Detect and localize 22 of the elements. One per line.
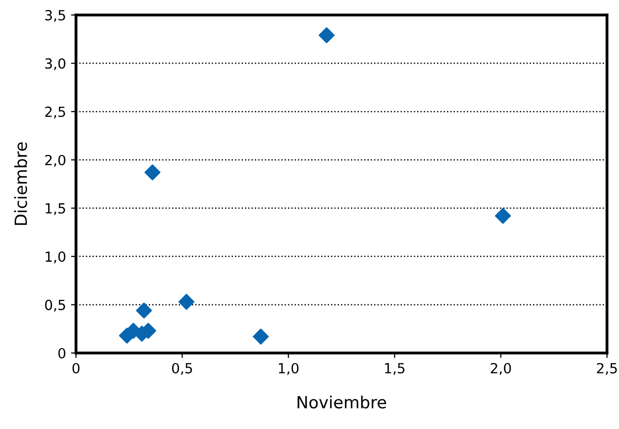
point [252, 328, 269, 345]
y-tick-label: 2,0 [45, 154, 66, 167]
y-tick-label: 0,5 [45, 300, 66, 312]
point [178, 294, 194, 310]
point [494, 208, 511, 224]
y-tick-label: 2,5 [45, 106, 66, 118]
x-tick-label: 2,0 [490, 362, 511, 375]
y-tick-label: 1,0 [46, 251, 66, 264]
y-tick-label: 3,0 [45, 58, 66, 70]
point [318, 27, 335, 44]
x-tick-label: 1,5 [385, 363, 404, 375]
x-tick-label: 1,0 [278, 362, 299, 375]
point [136, 302, 152, 318]
y-tick-label: 3,5 [45, 10, 66, 22]
x-tick-label: 2,5 [596, 362, 617, 375]
y-tick-label: 0 [58, 348, 66, 358]
x-tick-label: 0 [72, 362, 80, 374]
y-tick-label: 1,5 [46, 203, 66, 216]
point [144, 164, 160, 180]
x-axis-title: Noviembre [298, 396, 386, 409]
x-tick-label: 0,5 [172, 362, 192, 375]
y-axis-title: Diciembre [14, 142, 28, 225]
